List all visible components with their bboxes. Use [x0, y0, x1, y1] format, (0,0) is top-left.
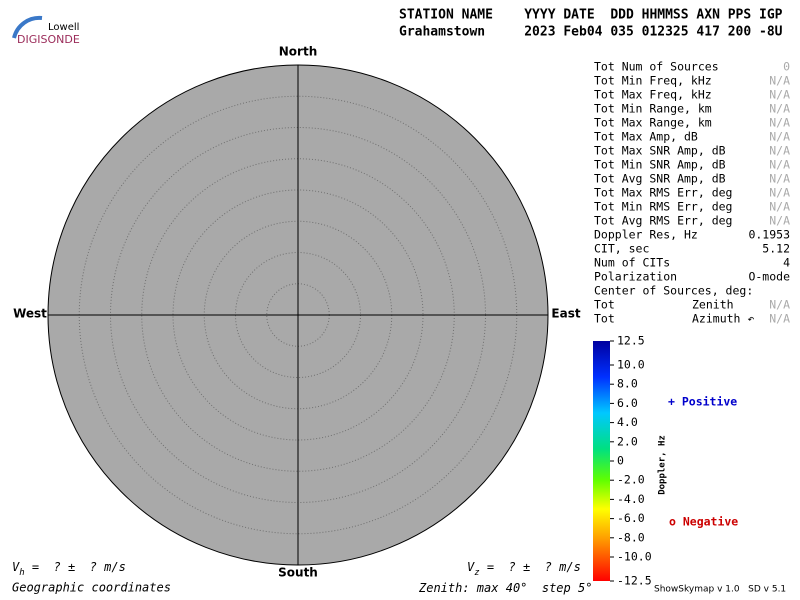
stat-value: 5.12 — [762, 242, 790, 256]
stat-value: 4 — [783, 256, 790, 270]
negative-legend: o Negative — [669, 515, 738, 529]
colorbar-tick-label: 6.0 — [617, 396, 638, 410]
colorbar-ticks: 12.5 10.0 8.0 6.0 4.0 2.0 0 -2.0 -4.0 -6.0 -8.0 -10… — [610, 334, 652, 588]
stat-label: Tot Avg SNR Amp, dB — [594, 172, 726, 186]
version: ShowSkymap v 1.0 SD v 5.1 — [654, 585, 786, 595]
stat-quantity: Azimuth ↶ — [692, 312, 754, 326]
symbol: V — [467, 560, 475, 574]
zenith-step: 5 — [578, 581, 585, 595]
colorbar-tick-label: 8.0 — [617, 377, 638, 391]
stat-label: Tot Max Amp, dB — [594, 130, 698, 144]
colorbar-tick-label: -2.0 — [617, 473, 645, 487]
stat-value: N/A — [769, 312, 790, 326]
colorbar-tick-label: 4.0 — [617, 415, 638, 429]
east-label: East — [551, 307, 580, 321]
subscript: h — [19, 568, 24, 578]
colorbar-tick-label: 0 — [617, 454, 624, 468]
velocity-text: = ? ± ? m/s — [480, 560, 581, 574]
stat-value: O-mode — [748, 270, 790, 284]
skymap — [47, 64, 549, 566]
zenith-label: Zenith: max 40° step 5° — [418, 581, 592, 595]
stat-value: N/A — [769, 186, 790, 200]
colorbar-tick-label: 10.0 — [617, 358, 645, 372]
colorbar-tick-label: -4.0 — [617, 492, 645, 506]
logo-arc — [12, 15, 43, 39]
stat-label: Polarization — [594, 270, 677, 284]
west-label: West — [13, 307, 47, 321]
stat-value: N/A — [769, 158, 790, 172]
colorbar-tick-label: 12.5 — [617, 334, 645, 348]
south-label: South — [278, 566, 318, 580]
stat-label: Tot — [594, 298, 615, 312]
positive-legend: + Positive — [668, 395, 737, 409]
step-text: step — [542, 581, 571, 595]
logo-name: DIGISONDE — [17, 33, 80, 46]
stat-label: Num of CITs — [594, 256, 670, 270]
stat-value: N/A — [769, 116, 790, 130]
stat-label: Tot Num of Sources — [594, 60, 719, 74]
stats-table: Tot Num of Sources 0 Tot Min Freq, kHz N/A T… — [594, 60, 790, 326]
header-values: Grahamstown 2023 Feb04 035 012325 417 20… — [399, 25, 783, 40]
zenith-text: Zenith: max — [418, 581, 499, 595]
stat-value: N/A — [769, 298, 790, 312]
colorbar-tick-label: -8.0 — [617, 530, 645, 544]
stat-label: Tot Min SNR Amp, dB — [594, 158, 726, 172]
stat-label: Tot Min RMS Err, deg — [594, 200, 732, 214]
colorbar-tick-label: -6.0 — [617, 511, 645, 525]
stat-value: N/A — [769, 102, 790, 116]
velocity-text: = ? ± ? m/s — [25, 560, 126, 574]
stat-value: N/A — [769, 200, 790, 214]
stat-value: N/A — [769, 88, 790, 102]
colorbar-tick-label: 2.0 — [617, 434, 638, 448]
velocity-vertical: Vz = ? ± ? m/s — [467, 560, 581, 578]
stat-value: N/A — [769, 172, 790, 186]
subscript: z — [474, 568, 479, 578]
stat-value: N/A — [769, 214, 790, 228]
logo-small: Lowell — [48, 22, 79, 33]
stat-label: Tot Max Freq, kHz — [594, 88, 712, 102]
stat-label: CIT, sec — [594, 242, 649, 256]
header-labels: STATION NAME YYYY DATE DDD HHMMSS AXN PP… — [399, 8, 783, 23]
stat-value: 0 — [783, 60, 790, 74]
stat-label: Tot — [594, 312, 615, 326]
unit: ° — [520, 581, 527, 595]
stat-label: Tot Max SNR Amp, dB — [594, 144, 726, 158]
zenith-max: 40 — [506, 581, 520, 595]
stat-value: N/A — [769, 144, 790, 158]
stat-label: Doppler Res, Hz — [594, 228, 698, 242]
stat-label: Tot Max Range, km — [594, 116, 712, 130]
stat-label: Tot Min Freq, kHz — [594, 74, 712, 88]
colorbar-tick-label: -12.5 — [617, 574, 652, 588]
stat-value: N/A — [769, 130, 790, 144]
colorbar-title: Doppler, Hz — [658, 435, 668, 495]
unit: ° — [585, 581, 592, 595]
stat-label: Tot Avg RMS Err, deg — [594, 214, 732, 228]
stat-value: N/A — [769, 74, 790, 88]
north-label: North — [279, 45, 317, 59]
stat-label: Tot Max RMS Err, deg — [594, 186, 732, 200]
colorbar — [593, 341, 610, 581]
stat-quantity: Zenith — [692, 298, 734, 312]
symbol: V — [12, 560, 20, 574]
stat-label: Tot Min Range, km — [594, 102, 712, 116]
velocity-horizontal: Vh = ? ± ? m/s — [12, 560, 126, 578]
coordinates-label: Geographic coordinates — [12, 581, 171, 595]
colorbar-tick-label: -10.0 — [617, 550, 652, 564]
stat-value: 0.1953 — [748, 228, 790, 242]
center-title: Center of Sources, deg: — [594, 284, 753, 298]
